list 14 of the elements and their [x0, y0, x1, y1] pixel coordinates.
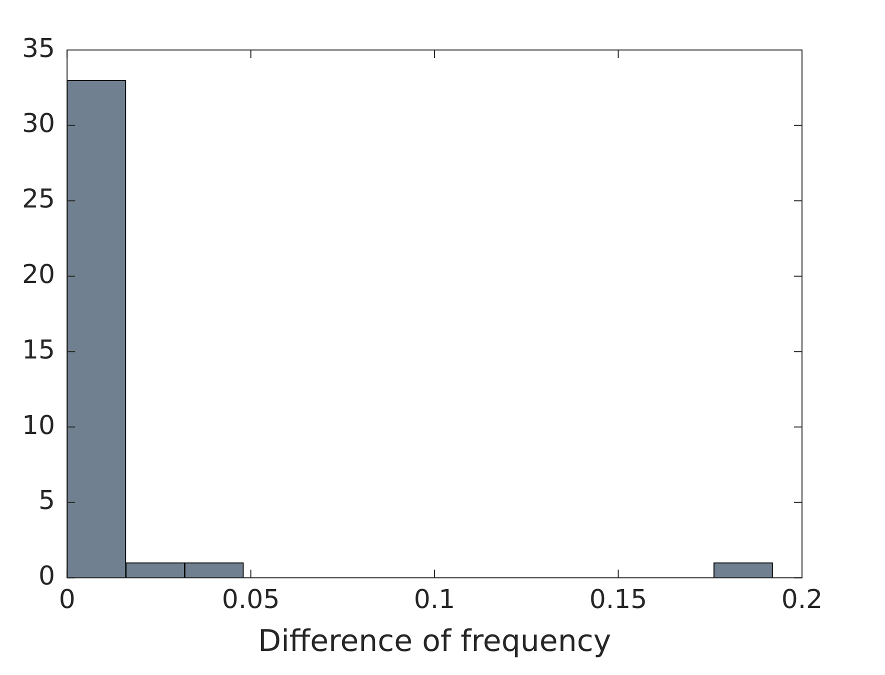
x-axis-title: Difference of frequency	[258, 624, 612, 659]
x-tick-label: 0.15	[589, 585, 648, 616]
x-tick-label: 0.05	[222, 585, 280, 616]
y-tick-label: 25	[22, 184, 56, 215]
y-tick-label: 15	[22, 335, 56, 366]
y-tick-label: 0	[38, 562, 56, 592]
y-tick-label: 20	[22, 260, 56, 290]
y-tick-label: 35	[22, 34, 56, 64]
y-tick-label: 10	[22, 410, 56, 441]
x-tick-label: 0.1	[414, 585, 456, 616]
x-tick-label: 0.2	[781, 585, 823, 616]
y-tick-label: 5	[38, 486, 56, 516]
x-tick-label: 0	[58, 585, 76, 616]
y-tick-label: 30	[22, 109, 56, 140]
